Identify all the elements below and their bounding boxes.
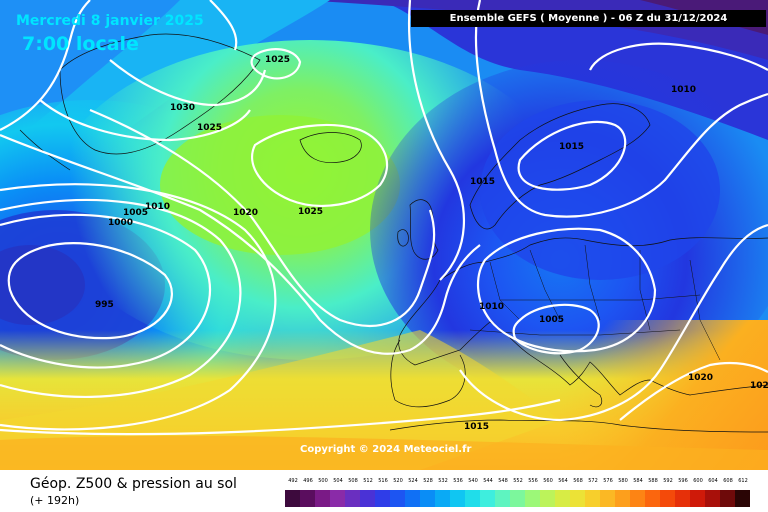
legend-swatch <box>570 490 585 507</box>
legend-label: 544 <box>483 478 493 484</box>
legend-swatch <box>450 490 465 507</box>
legend-label: 532 <box>438 478 448 484</box>
forecast-local-time: 7:00 locale <box>22 33 139 55</box>
legend-label: 572 <box>588 478 598 484</box>
legend-swatch <box>720 490 735 507</box>
isobar-label: 995 <box>95 300 114 310</box>
legend-label: 600 <box>693 478 703 484</box>
legend-swatch <box>480 490 495 507</box>
geopotential-map: 1025 1030 1025 1020 1025 1010 1005 1000 … <box>0 0 768 470</box>
legend-bar: Géop. Z500 & pression au sol (+ 192h) 49… <box>0 470 768 512</box>
legend-swatch <box>420 490 435 507</box>
isobar-label: 1025 <box>298 207 323 217</box>
legend-label: 576 <box>603 478 613 484</box>
legend-label: 608 <box>723 478 733 484</box>
legend-swatch <box>540 490 555 507</box>
legend-label: 564 <box>558 478 568 484</box>
legend-swatch <box>405 490 420 507</box>
legend-label: 612 <box>738 478 748 484</box>
legend-label: 560 <box>543 478 553 484</box>
isobar-label: 1005 <box>539 315 564 325</box>
legend-label: 516 <box>378 478 388 484</box>
legend-swatch <box>735 490 750 507</box>
legend-swatch <box>375 490 390 507</box>
isobar-label: 1020 <box>233 208 258 218</box>
parameter-title: Géop. Z500 & pression au sol <box>30 476 237 492</box>
legend-label: 536 <box>453 478 463 484</box>
legend-label: 492 <box>288 478 298 484</box>
isobar-labels: 1025 1030 1025 1020 1025 1010 1005 1000 … <box>95 55 768 432</box>
legend-label: 568 <box>573 478 583 484</box>
legend-swatch <box>360 490 375 507</box>
legend-swatch <box>285 490 300 507</box>
legend-label: 604 <box>708 478 718 484</box>
legend-label: 504 <box>333 478 343 484</box>
isobar-label: 1010 <box>671 85 696 95</box>
isobar-label: 1025 <box>197 123 222 133</box>
legend-swatch <box>315 490 330 507</box>
legend-swatch <box>465 490 480 507</box>
isobar-label: 1010 <box>145 202 170 212</box>
legend-swatch <box>510 490 525 507</box>
isobar-label: 1015 <box>464 422 489 432</box>
legend-label: 556 <box>528 478 538 484</box>
legend-label: 592 <box>663 478 673 484</box>
isobar-label: 1020 <box>688 373 713 383</box>
legend-label: 508 <box>348 478 358 484</box>
legend-swatch <box>645 490 660 507</box>
legend-swatch <box>525 490 540 507</box>
legend-swatch <box>300 490 315 507</box>
legend-swatch <box>630 490 645 507</box>
coastlines <box>19 33 768 433</box>
legend-label: 528 <box>423 478 433 484</box>
legend-swatch <box>495 490 510 507</box>
legend-swatch <box>675 490 690 507</box>
isobar-label: 102 <box>750 381 768 391</box>
legend-swatch <box>690 490 705 507</box>
legend-swatch <box>345 490 360 507</box>
legend-swatch <box>435 490 450 507</box>
legend-swatch <box>330 490 345 507</box>
legend-labels: 492 496 500 504 508 512 516 520 524 528 532 536 540 5… <box>285 478 753 490</box>
model-run-info: Ensemble GEFS ( Moyenne ) - 06 Z du 31/1… <box>411 10 766 27</box>
legend-swatch <box>615 490 630 507</box>
legend-swatches <box>285 490 753 507</box>
legend-swatch <box>555 490 570 507</box>
legend-label: 580 <box>618 478 628 484</box>
legend-swatch <box>600 490 615 507</box>
isobar-label: 1015 <box>470 177 495 187</box>
legend-swatch <box>585 490 600 507</box>
legend-label: 520 <box>393 478 403 484</box>
legend-label: 524 <box>408 478 418 484</box>
legend-label: 596 <box>678 478 688 484</box>
legend-label: 588 <box>648 478 658 484</box>
legend-label: 496 <box>303 478 313 484</box>
isobar-label: 1005 <box>123 208 148 218</box>
isobar-label: 1010 <box>479 302 504 312</box>
isobar-label: 1025 <box>265 55 290 65</box>
legend-label: 500 <box>318 478 328 484</box>
legend-label: 540 <box>468 478 478 484</box>
legend-swatch <box>390 490 405 507</box>
isobar-label: 1030 <box>170 103 195 113</box>
isobar-label: 1015 <box>559 142 584 152</box>
legend-swatch <box>660 490 675 507</box>
legend-label: 512 <box>363 478 373 484</box>
legend-label: 584 <box>633 478 643 484</box>
legend-label: 552 <box>513 478 523 484</box>
copyright-notice: Copyright © 2024 Meteociel.fr <box>300 444 472 455</box>
forecast-date: Mercredi 8 janvier 2025 <box>16 13 204 29</box>
lead-time: (+ 192h) <box>30 494 80 507</box>
legend-label: 548 <box>498 478 508 484</box>
legend-swatch <box>705 490 720 507</box>
color-scale-legend: 492 496 500 504 508 512 516 520 524 528 532 536 540 5… <box>285 478 753 508</box>
isobars <box>0 0 768 436</box>
isobar-label: 1000 <box>108 218 133 228</box>
